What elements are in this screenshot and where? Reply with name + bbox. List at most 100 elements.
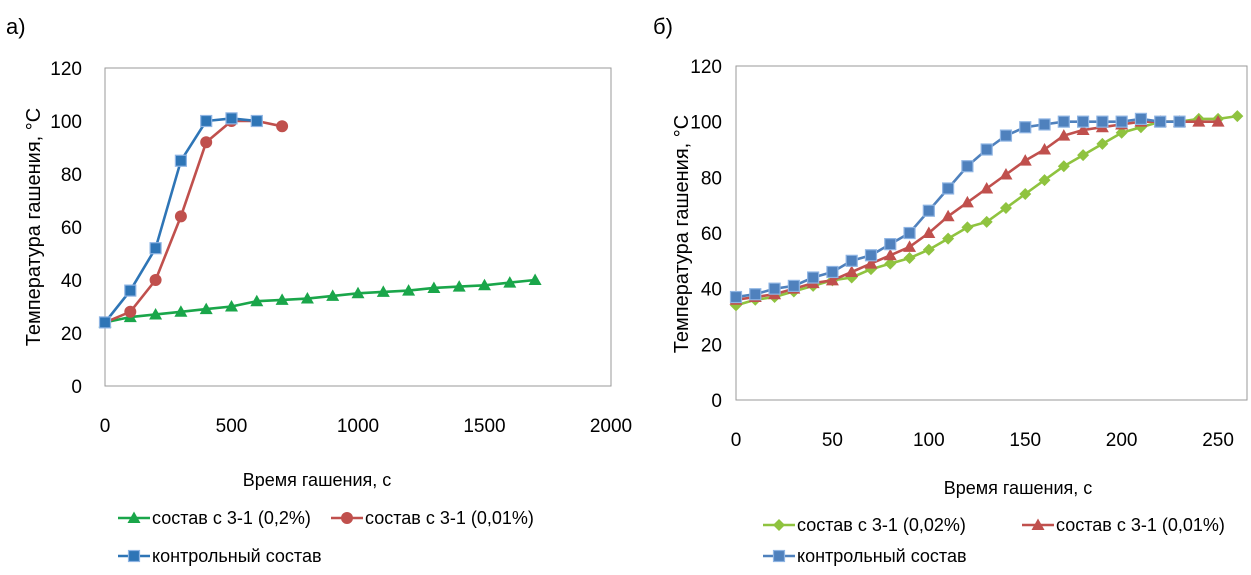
data-point [980, 215, 993, 228]
legend-label: состав с 3-1 (0,01%) [1056, 515, 1225, 535]
data-point [174, 210, 187, 223]
data-point [478, 278, 491, 291]
data-point [922, 204, 935, 217]
legend-label: контрольный состав [152, 546, 322, 566]
data-point [961, 221, 974, 234]
legend-marker [127, 549, 141, 563]
y-tick-label: 60 [61, 218, 82, 239]
data-point [864, 249, 878, 262]
legend-label: состав с 3-1 (0,02%) [797, 515, 966, 535]
data-point [1115, 115, 1128, 128]
legend-entry-a-1: состав с 3-1 (0,2%) [118, 508, 311, 528]
y-tick-label: 80 [61, 165, 82, 186]
data-point [149, 307, 163, 320]
plot-frame [104, 67, 612, 387]
data-point [1038, 174, 1051, 187]
legend-entry-b-3: контрольный состав [763, 546, 967, 566]
data-point [1038, 143, 1052, 155]
data-point [376, 285, 390, 297]
grid-b [735, 65, 1248, 401]
data-point [825, 273, 839, 286]
data-point [199, 302, 213, 315]
data-point [999, 129, 1013, 142]
data-point [903, 252, 916, 265]
data-point [980, 181, 994, 194]
y-tick-label: 100 [690, 113, 722, 134]
data-point [174, 154, 187, 167]
data-point [845, 254, 858, 267]
chart-panel-b: б) Температура гашения, °С Время гашения… [653, 14, 1248, 566]
legend-entry-b-2: состав с 3-1 (0,01%) [1022, 515, 1225, 535]
panel-label-b: б) [653, 14, 673, 39]
series-a-3 [98, 112, 263, 329]
data-point [275, 293, 289, 305]
data-point [402, 284, 416, 296]
data-point [903, 226, 916, 240]
data-point [883, 248, 897, 261]
series-a-1 [98, 273, 542, 328]
legend-marker [772, 549, 786, 563]
ylabel-b: Температура гашения, °С [671, 115, 693, 353]
data-point [98, 316, 112, 329]
data-point [1018, 154, 1032, 166]
y-tick-labels-a: 0 20 40 60 80 100 120 [50, 59, 82, 398]
data-point [1057, 115, 1070, 128]
y-tick-label: 120 [50, 59, 82, 80]
x-tick-label: 150 [1009, 430, 1041, 451]
legend-marker [127, 511, 141, 523]
y-tick-label: 20 [61, 324, 82, 345]
data-point [1096, 137, 1109, 150]
x-tick-label: 100 [913, 430, 945, 451]
data-point [884, 257, 897, 270]
data-point [999, 168, 1013, 180]
y-tick-label: 120 [690, 57, 722, 78]
data-point [149, 242, 162, 255]
y-tick-label: 0 [71, 377, 82, 398]
series-line [104, 278, 536, 324]
y-tick-labels-b: 0 20 40 60 80 100 120 [690, 57, 722, 412]
x-tick-label: 2000 [590, 416, 632, 437]
data-point [149, 274, 162, 286]
data-point [903, 240, 917, 252]
legend-marker [341, 512, 353, 524]
y-tick-label: 60 [701, 224, 722, 245]
data-point [749, 288, 762, 301]
data-point [1038, 118, 1051, 131]
data-point [1211, 115, 1225, 127]
y-tick-label: 80 [701, 168, 722, 189]
data-point [1134, 112, 1148, 125]
legend-label: состав с 3-1 (0,01%) [365, 508, 534, 528]
data-point [225, 300, 238, 312]
data-point [807, 271, 820, 284]
data-point [250, 114, 263, 128]
data-point [942, 182, 955, 195]
data-point [960, 195, 974, 208]
data-point [922, 226, 936, 238]
legend-entry-b-1: состав с 3-1 (0,02%) [763, 515, 966, 535]
y-tick-label: 40 [701, 280, 722, 301]
data-point [1231, 110, 1244, 123]
data-point [980, 143, 993, 156]
data-point [200, 114, 213, 128]
xlabel-a: Время гашения, с [243, 470, 392, 490]
data-point [1019, 188, 1032, 201]
data-point [941, 209, 955, 222]
data-point [124, 305, 137, 318]
data-point [942, 232, 955, 245]
data-point [1115, 126, 1128, 139]
data-point [1057, 129, 1071, 141]
data-point [1076, 115, 1090, 128]
series-b-3 [729, 112, 1186, 304]
data-point [884, 238, 897, 251]
data-point [922, 243, 935, 256]
x-tick-label: 500 [216, 416, 248, 437]
xlabel-b: Время гашения, с [944, 478, 1093, 498]
data-point [1077, 149, 1090, 162]
data-point [300, 292, 314, 304]
data-point [787, 279, 800, 292]
series-b-2 [729, 115, 1225, 305]
data-point [1192, 115, 1206, 127]
data-point [826, 265, 839, 279]
data-point [124, 284, 137, 297]
